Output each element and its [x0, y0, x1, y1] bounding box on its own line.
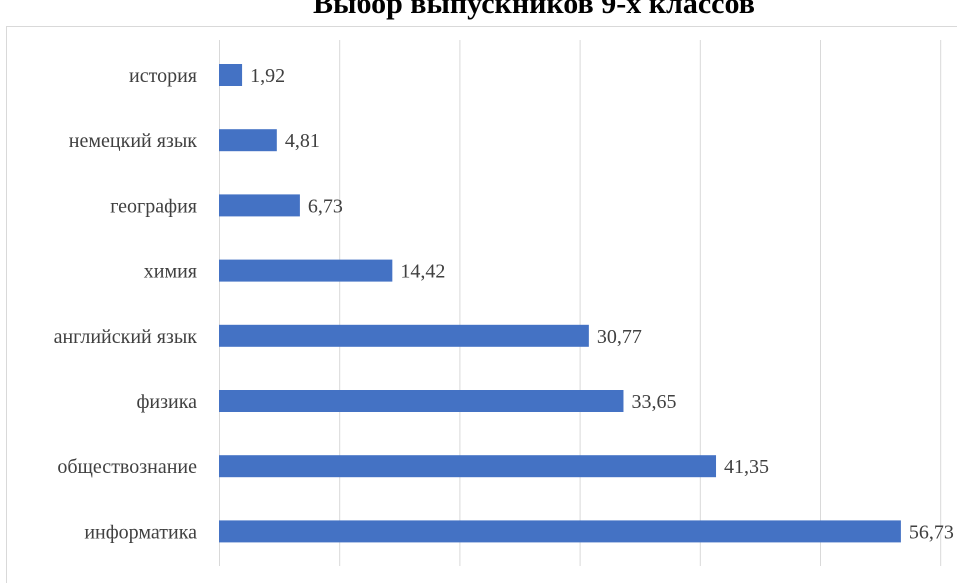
value-label: 6,73	[308, 195, 343, 217]
bar	[219, 520, 901, 543]
value-label: 30,77	[597, 326, 642, 348]
category-label: физика	[136, 391, 197, 413]
value-label: 56,73	[909, 521, 954, 543]
category-labels: история немецкий язык география химия англий…	[54, 65, 198, 543]
bar	[219, 129, 277, 152]
bar	[219, 455, 717, 478]
category-label: химия	[144, 261, 197, 283]
value-label: 41,35	[724, 456, 769, 478]
bar	[219, 259, 393, 282]
category-label: обществознание	[57, 456, 197, 478]
bar	[219, 194, 300, 217]
value-label: 33,65	[631, 391, 676, 413]
category-label: английский язык	[54, 326, 198, 348]
chart-title: Выбор выпускников 9-х классов	[313, 0, 755, 20]
bar	[219, 324, 589, 347]
category-label: география	[110, 195, 197, 217]
category-label: история	[129, 65, 197, 87]
bar	[219, 64, 243, 86]
value-labels: 1,92 4,81 6,73 14,42 30,77 33,65 41,35 56,73	[250, 65, 954, 543]
chart-border	[6, 26, 957, 583]
value-label: 4,81	[285, 130, 320, 152]
value-label: 14,42	[400, 261, 445, 283]
category-label: немецкий язык	[69, 130, 197, 152]
value-label: 1,92	[250, 65, 285, 87]
grid-lines	[219, 40, 942, 566]
category-label: информатика	[84, 521, 197, 543]
bar	[219, 390, 624, 412]
bars	[219, 64, 901, 543]
